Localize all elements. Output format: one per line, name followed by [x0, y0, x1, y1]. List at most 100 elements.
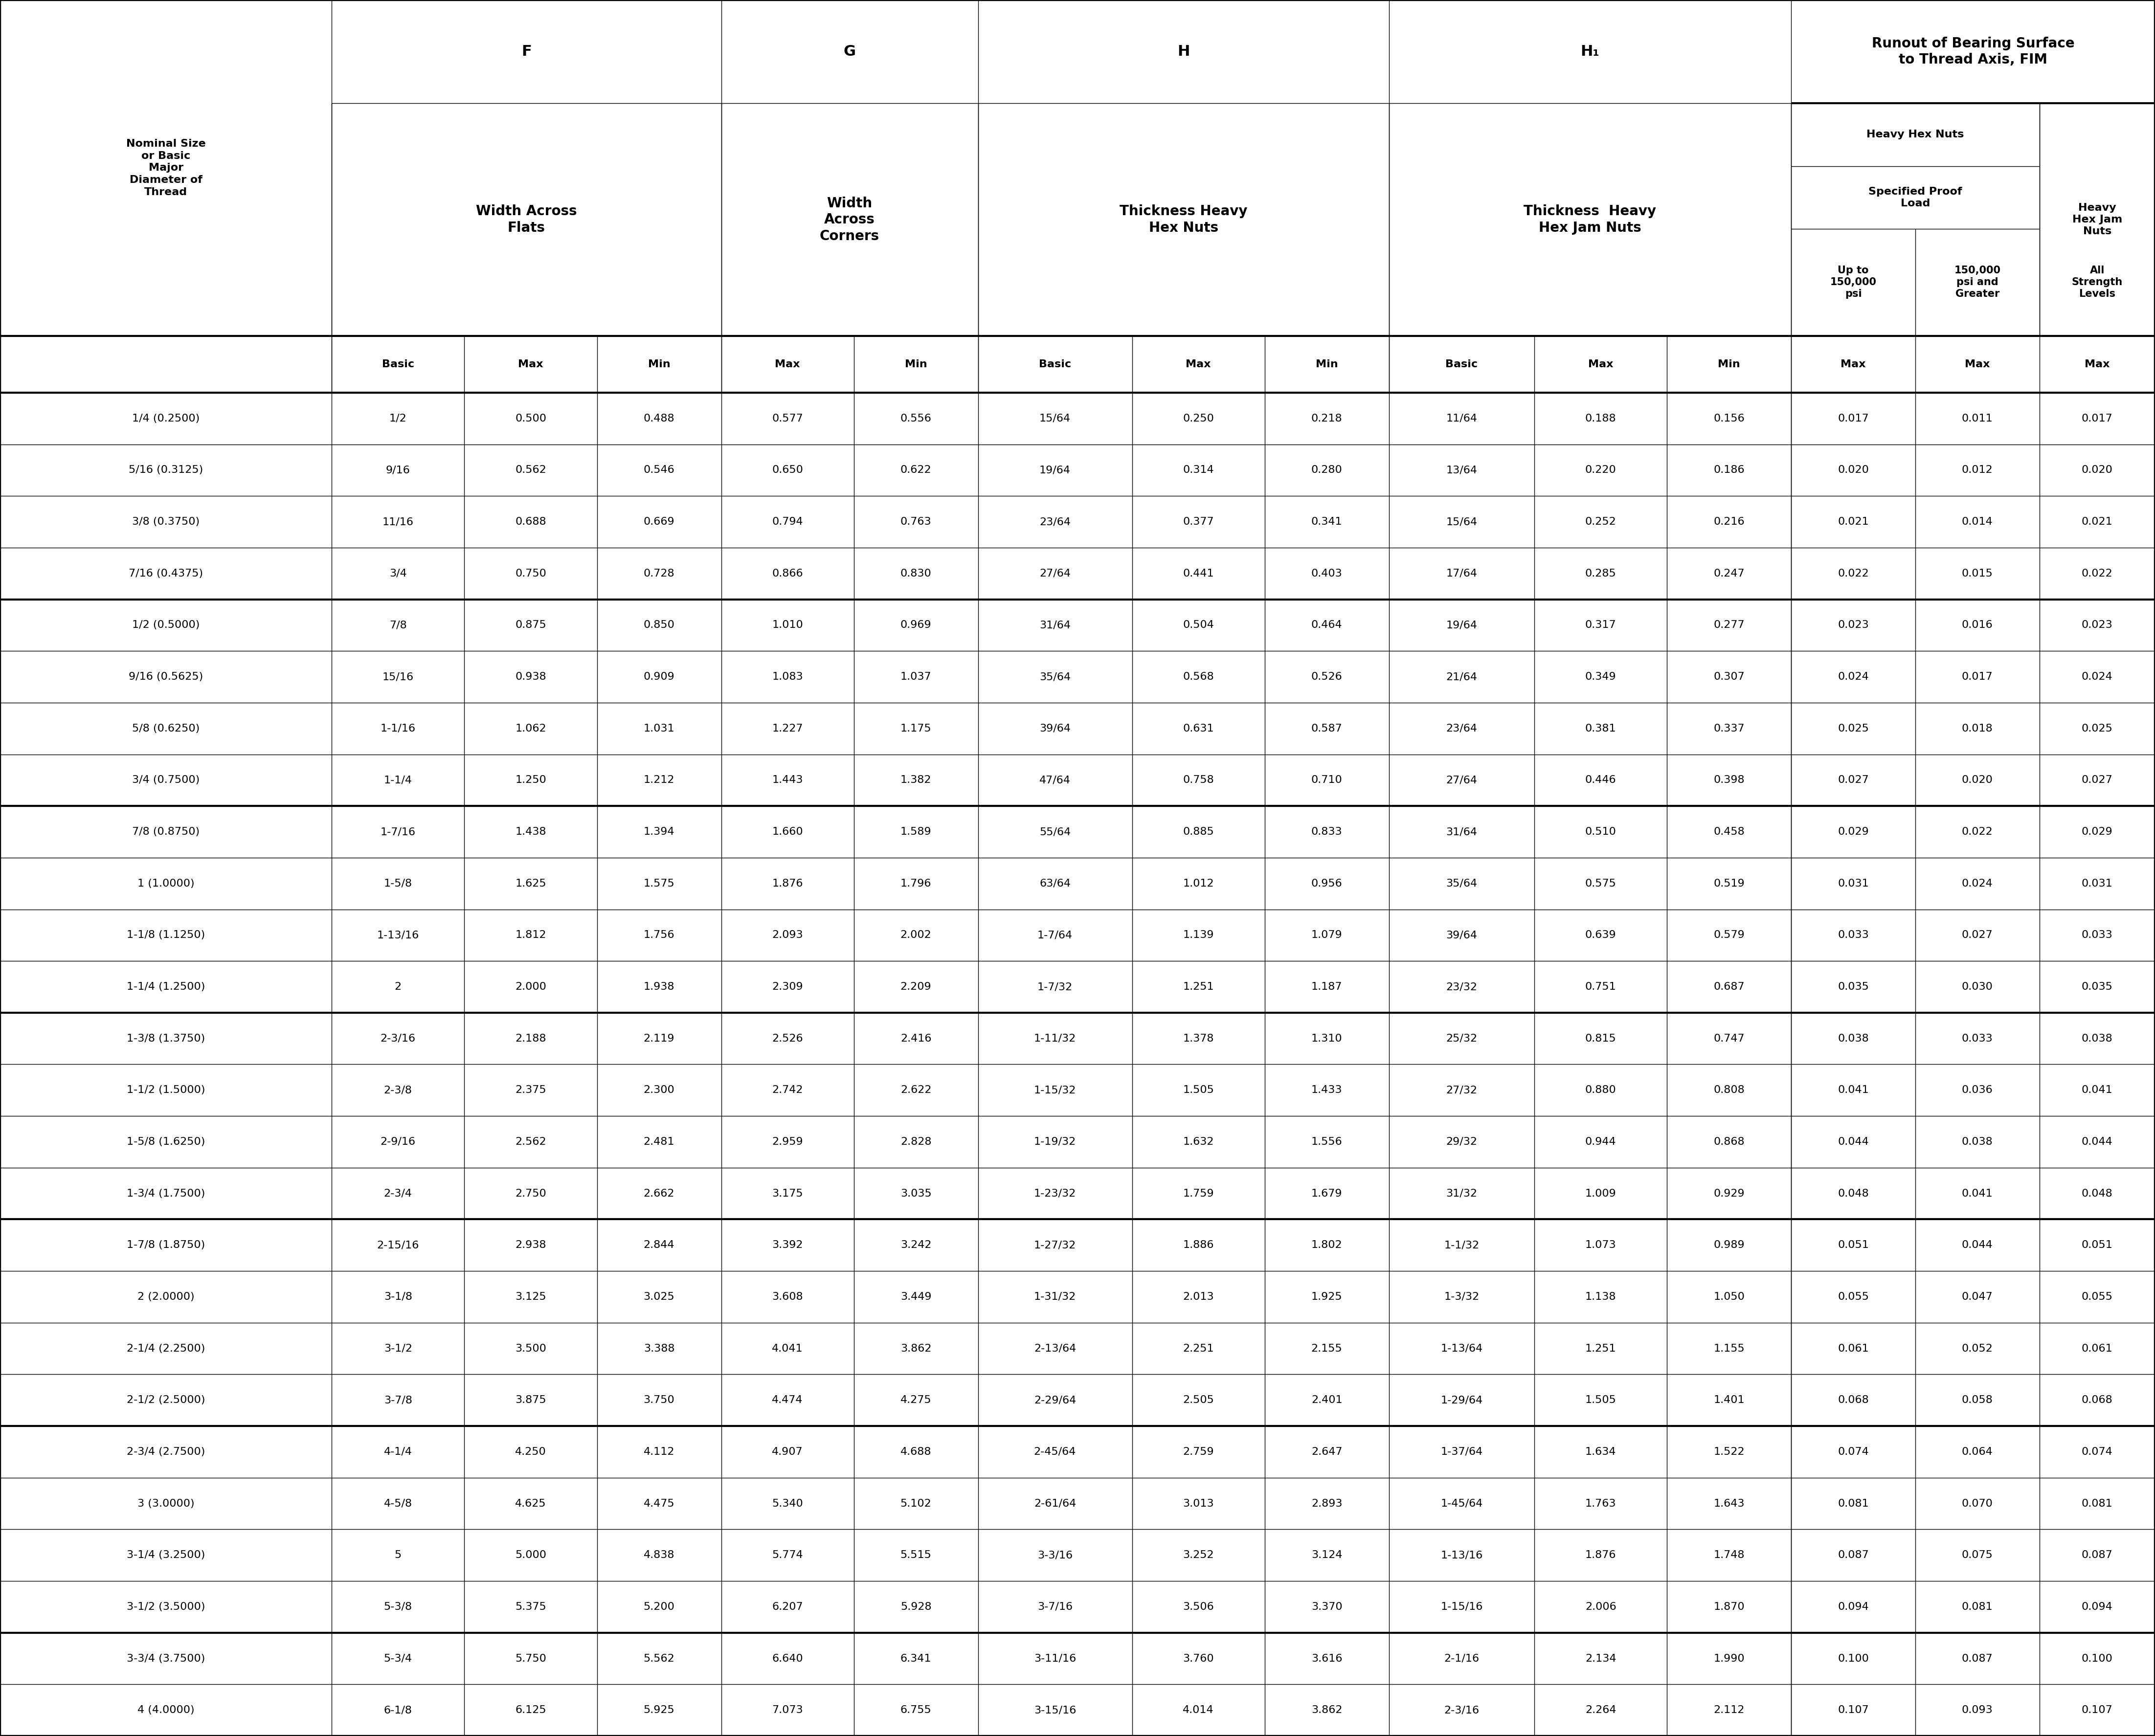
- Text: 150,000
psi and
Greater: 150,000 psi and Greater: [1955, 266, 2000, 299]
- Text: F: F: [522, 45, 532, 59]
- Text: 2.959: 2.959: [771, 1137, 804, 1147]
- Text: 1.227: 1.227: [771, 724, 804, 733]
- Text: 3/8 (0.3750): 3/8 (0.3750): [131, 517, 200, 526]
- Text: 0.546: 0.546: [644, 465, 675, 476]
- Text: 21/64: 21/64: [1446, 672, 1478, 682]
- Text: Up to
150,000
psi: Up to 150,000 psi: [1830, 266, 1877, 299]
- Text: 5.000: 5.000: [515, 1550, 547, 1561]
- Text: 6.207: 6.207: [771, 1602, 804, 1611]
- Text: 27/32: 27/32: [1446, 1085, 1478, 1095]
- Text: 2-3/4: 2-3/4: [384, 1189, 412, 1198]
- Text: 1.759: 1.759: [1183, 1189, 1213, 1198]
- Text: 3/4: 3/4: [390, 569, 407, 578]
- Text: 2.013: 2.013: [1183, 1292, 1213, 1302]
- Text: 0.068: 0.068: [2082, 1396, 2112, 1404]
- Text: 0.750: 0.750: [515, 569, 547, 578]
- Text: 0.577: 0.577: [771, 413, 804, 424]
- Text: 0.094: 0.094: [2082, 1602, 2112, 1611]
- Text: 55/64: 55/64: [1039, 826, 1071, 837]
- Text: Max: Max: [1588, 359, 1614, 370]
- Text: 0.035: 0.035: [2082, 983, 2112, 991]
- Text: 0.556: 0.556: [901, 413, 931, 424]
- Text: 1-13/16: 1-13/16: [377, 930, 418, 941]
- Text: 0.017: 0.017: [2082, 413, 2112, 424]
- Text: 2.647: 2.647: [1310, 1446, 1343, 1457]
- Text: 31/32: 31/32: [1446, 1189, 1478, 1198]
- Text: 1-7/16: 1-7/16: [381, 826, 416, 837]
- Text: 29/32: 29/32: [1446, 1137, 1478, 1147]
- Text: 2-15/16: 2-15/16: [377, 1240, 420, 1250]
- Text: 3.025: 3.025: [644, 1292, 675, 1302]
- Text: 0.021: 0.021: [1838, 517, 1868, 526]
- Text: 1.990: 1.990: [1713, 1654, 1746, 1663]
- Text: 1-1/8 (1.1250): 1-1/8 (1.1250): [127, 930, 205, 941]
- Text: 0.074: 0.074: [2082, 1446, 2112, 1457]
- Text: 0.100: 0.100: [1838, 1654, 1868, 1663]
- Text: 2-45/64: 2-45/64: [1034, 1446, 1075, 1457]
- Text: 0.029: 0.029: [1838, 826, 1868, 837]
- Text: 1-5/8 (1.6250): 1-5/8 (1.6250): [127, 1137, 205, 1147]
- Text: Max: Max: [1965, 359, 1989, 370]
- Text: 1-3/4 (1.7500): 1-3/4 (1.7500): [127, 1189, 205, 1198]
- Text: Basic: Basic: [1039, 359, 1071, 370]
- Text: 0.850: 0.850: [644, 620, 675, 630]
- Text: 5.340: 5.340: [771, 1498, 804, 1509]
- Text: 0.568: 0.568: [1183, 672, 1213, 682]
- Text: 31/64: 31/64: [1446, 826, 1478, 837]
- Text: 0.875: 0.875: [515, 620, 547, 630]
- Text: 13/64: 13/64: [1446, 465, 1478, 476]
- Text: 1-15/32: 1-15/32: [1034, 1085, 1075, 1095]
- Text: 0.033: 0.033: [2082, 930, 2112, 941]
- Text: 4.838: 4.838: [644, 1550, 675, 1561]
- Text: 1/2: 1/2: [390, 413, 407, 424]
- Text: 3.875: 3.875: [515, 1396, 545, 1404]
- Text: Max: Max: [1185, 359, 1211, 370]
- Text: 1.625: 1.625: [515, 878, 545, 889]
- Text: 0.337: 0.337: [1713, 724, 1746, 733]
- Text: 0.030: 0.030: [1961, 983, 1993, 991]
- Text: 0.107: 0.107: [1838, 1705, 1868, 1715]
- Text: 0.051: 0.051: [1838, 1240, 1868, 1250]
- Text: 3.035: 3.035: [901, 1189, 931, 1198]
- Text: 0.012: 0.012: [1961, 465, 1993, 476]
- Text: 1.812: 1.812: [515, 930, 545, 941]
- Text: 0.048: 0.048: [1838, 1189, 1868, 1198]
- Text: 0.562: 0.562: [515, 465, 547, 476]
- Text: 39/64: 39/64: [1039, 724, 1071, 733]
- Text: 15/16: 15/16: [381, 672, 414, 682]
- Text: 0.252: 0.252: [1586, 517, 1616, 526]
- Text: 1.870: 1.870: [1713, 1602, 1746, 1611]
- Text: 3-11/16: 3-11/16: [1034, 1654, 1075, 1663]
- Text: 2-3/16: 2-3/16: [381, 1033, 416, 1043]
- Text: 2.251: 2.251: [1183, 1344, 1213, 1354]
- Text: 3-3/16: 3-3/16: [1037, 1550, 1073, 1561]
- Text: 3-1/8: 3-1/8: [384, 1292, 412, 1302]
- Text: 0.022: 0.022: [1961, 826, 1993, 837]
- Text: 5.515: 5.515: [901, 1550, 931, 1561]
- Text: 2.526: 2.526: [771, 1033, 804, 1043]
- Text: 0.018: 0.018: [1961, 724, 1993, 733]
- Text: 6.640: 6.640: [771, 1654, 804, 1663]
- Text: 0.048: 0.048: [2082, 1189, 2112, 1198]
- Text: 0.688: 0.688: [515, 517, 545, 526]
- Text: 1.522: 1.522: [1713, 1446, 1746, 1457]
- Text: 1.031: 1.031: [644, 724, 675, 733]
- Text: 2.562: 2.562: [515, 1137, 545, 1147]
- Text: 2.401: 2.401: [1310, 1396, 1343, 1404]
- Text: 0.218: 0.218: [1310, 413, 1343, 424]
- Text: 0.622: 0.622: [901, 465, 931, 476]
- Text: 5.750: 5.750: [515, 1654, 547, 1663]
- Text: 3.392: 3.392: [771, 1240, 804, 1250]
- Text: 2-29/64: 2-29/64: [1034, 1396, 1075, 1404]
- Text: 1.756: 1.756: [644, 930, 675, 941]
- Text: 7/8: 7/8: [390, 620, 407, 630]
- Text: 1.175: 1.175: [901, 724, 931, 733]
- Text: 2-1/16: 2-1/16: [1444, 1654, 1478, 1663]
- Text: 27/64: 27/64: [1039, 569, 1071, 578]
- Text: 0.055: 0.055: [2082, 1292, 2112, 1302]
- Text: 1.394: 1.394: [644, 826, 675, 837]
- Text: 23/32: 23/32: [1446, 983, 1478, 991]
- Text: 0.526: 0.526: [1310, 672, 1343, 682]
- Text: 25/32: 25/32: [1446, 1033, 1478, 1043]
- Text: 9/16: 9/16: [386, 465, 409, 476]
